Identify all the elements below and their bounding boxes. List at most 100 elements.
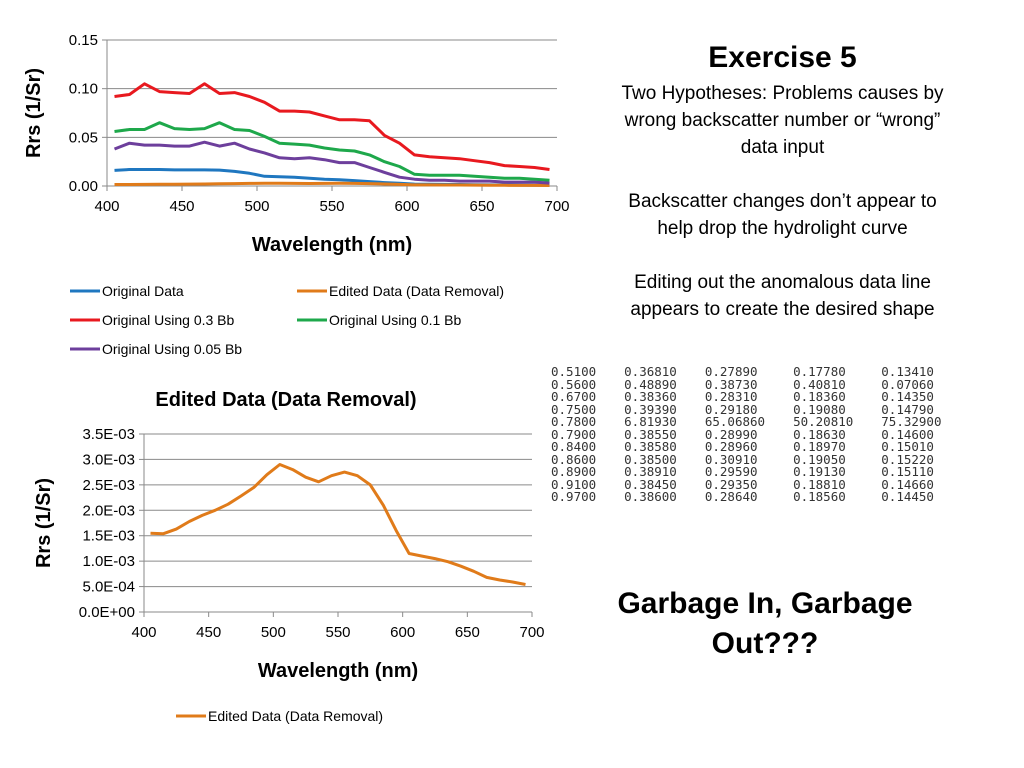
table-cell: 0.14660 — [881, 476, 934, 492]
table-row: 0.5100 0.36810 0.27890 0.17780 0.13410 — [551, 364, 942, 379]
table-cell: 0.14790 — [881, 401, 934, 417]
table-cell: 0.17780 — [793, 364, 846, 379]
x-tick-label: 650 — [455, 624, 480, 641]
table-cell: 0.28640 — [704, 489, 758, 504]
table-row: 0.5600 0.48890 0.38730 0.40810 0.07060 — [551, 376, 942, 392]
table-cell: 0.8900 — [551, 464, 597, 479]
table-cell: 0.38730 — [704, 376, 758, 392]
table-cell: 0.5600 — [551, 376, 597, 392]
table-cell: 0.38550 — [624, 426, 677, 442]
table-cell: 0.18970 — [793, 439, 846, 454]
legend-label: Edited Data (Data Removal) — [329, 283, 504, 299]
table-cell: 0.28310 — [704, 389, 758, 404]
series-line-0 — [150, 463, 526, 586]
table-cell: 0.38910 — [624, 464, 677, 479]
table-cell: 0.38580 — [624, 439, 677, 454]
y-tick-label: 5.0E-04 — [82, 579, 135, 596]
table-row: 0.8400 0.38580 0.28960 0.18970 0.15010 — [551, 439, 942, 454]
table-cell: 0.36810 — [624, 364, 677, 379]
legend-label: Original Using 0.05 Bb — [102, 341, 242, 357]
table-row: 0.9700 0.38600 0.28640 0.18560 0.14450 — [551, 489, 942, 504]
x-tick-label: 450 — [196, 624, 221, 641]
table-cell: 0.5100 — [551, 364, 597, 379]
table-row: 0.9100 0.38450 0.29350 0.18810 0.14660 — [551, 476, 942, 492]
legend-label: Original Data — [102, 283, 184, 299]
table-cell: 0.48890 — [624, 376, 677, 392]
table-row: 0.7900 0.38550 0.28990 0.18630 0.14600 — [551, 426, 942, 442]
y-axis-label: Rrs (1/Sr) — [23, 68, 45, 158]
table-cell: 75.32900 — [881, 414, 942, 429]
table-cell: 0.15220 — [881, 451, 934, 467]
table-cell: 0.29350 — [704, 476, 758, 492]
y-tick-label: 0.05 — [69, 129, 98, 146]
series-line-2 — [114, 82, 550, 171]
table-cell: 0.7800 — [551, 414, 597, 429]
table-row: 0.7500 0.39390 0.29180 0.19080 0.14790 — [551, 401, 942, 417]
table-cell: 65.06860 — [704, 414, 766, 429]
y-tick-label: 0.15 — [69, 32, 98, 49]
table-cell: 0.6700 — [551, 389, 597, 404]
table-cell: 0.30910 — [704, 451, 758, 467]
table-cell: 0.29180 — [704, 401, 758, 417]
table-cell: 0.29590 — [704, 464, 758, 479]
table-cell: 0.18810 — [793, 476, 846, 492]
table-cell: 0.7900 — [551, 426, 597, 442]
exercise-title: Exercise 5 — [708, 41, 857, 74]
table-row: 0.7800 6.81930 65.06860 50.20810 75.32900 — [551, 414, 942, 429]
legend-label: Edited Data (Data Removal) — [208, 708, 383, 724]
table-cell: 0.40810 — [793, 376, 846, 392]
table-cell: 50.20810 — [793, 414, 854, 429]
y-axis-label: Rrs (1/Sr) — [33, 478, 55, 568]
conclusion-text: Garbage In, Garbage Out??? — [617, 587, 913, 660]
x-tick-label: 700 — [519, 624, 544, 641]
legend-label: Original Using 0.3 Bb — [102, 312, 235, 328]
table-cell: 0.07060 — [881, 376, 934, 392]
table-cell: 0.28960 — [704, 439, 758, 454]
table-cell: 0.18560 — [793, 489, 846, 504]
legend-label: Original Using 0.1 Bb — [329, 312, 462, 328]
table-cell: 0.39390 — [624, 401, 677, 417]
y-tick-label: 2.5E-03 — [82, 477, 135, 494]
y-tick-label: 0.0E+00 — [79, 604, 135, 621]
x-tick-label: 500 — [261, 624, 286, 641]
table-row: 0.8900 0.38910 0.29590 0.19130 0.15110 — [551, 464, 942, 479]
x-tick-label: 550 — [325, 624, 350, 641]
top-chart: 0.00 0.05 0.10 0.15 400 450 500 550 600 650 700 Wav… — [23, 32, 570, 357]
series-line-1 — [114, 181, 550, 187]
table-cell: 0.27890 — [704, 364, 758, 379]
input-data-table: 0.5100 0.36810 0.27890 0.17780 0.13410 0.5600… — [551, 364, 942, 504]
x-tick-label: 500 — [244, 198, 269, 215]
x-tick-label: 400 — [94, 198, 119, 215]
table-cell: 0.8400 — [551, 439, 597, 454]
y-tick-label: 3.0E-03 — [82, 451, 135, 468]
x-tick-label: 650 — [469, 198, 494, 215]
table-cell: 0.8600 — [551, 451, 597, 467]
table-cell: 0.14600 — [881, 426, 934, 442]
x-tick-label: 700 — [544, 198, 569, 215]
y-tick-label: 2.0E-03 — [82, 502, 135, 519]
table-cell: 0.14450 — [881, 489, 934, 504]
series-line-3 — [114, 121, 550, 182]
edited-data-chart: 0.0E+00 5.0E-04 1.0E-03 1.5E-03 2.0E-03 2.5E-… — [33, 389, 545, 724]
x-tick-label: 600 — [390, 624, 415, 641]
x-tick-label: 600 — [394, 198, 419, 215]
table-cell: 0.38500 — [624, 451, 677, 467]
table-cell: 0.38450 — [624, 476, 677, 492]
table-cell: 0.9700 — [551, 489, 597, 504]
table-cell: 0.19080 — [793, 401, 846, 417]
chart-title: Edited Data (Data Removal) — [155, 389, 416, 411]
table-cell: 0.14350 — [881, 389, 934, 404]
y-tick-label: 1.5E-03 — [82, 528, 135, 545]
table-cell: 0.18630 — [793, 426, 846, 442]
table-cell: 0.15010 — [881, 439, 934, 454]
table-row: 0.8600 0.38500 0.30910 0.19050 0.15220 — [551, 451, 942, 467]
table-cell: 0.19050 — [793, 451, 846, 467]
table-cell: 6.81930 — [624, 414, 677, 429]
exercise-panel: Exercise 5 Two Hypotheses: Problems caus… — [615, 38, 950, 323]
x-tick-label: 400 — [131, 624, 156, 641]
table-cell: 0.19130 — [793, 464, 846, 479]
table-cell: 0.38360 — [624, 389, 677, 404]
table-cell: 0.28990 — [704, 426, 758, 442]
table-cell: 0.38600 — [624, 489, 677, 504]
y-tick-label: 0.00 — [69, 178, 98, 195]
